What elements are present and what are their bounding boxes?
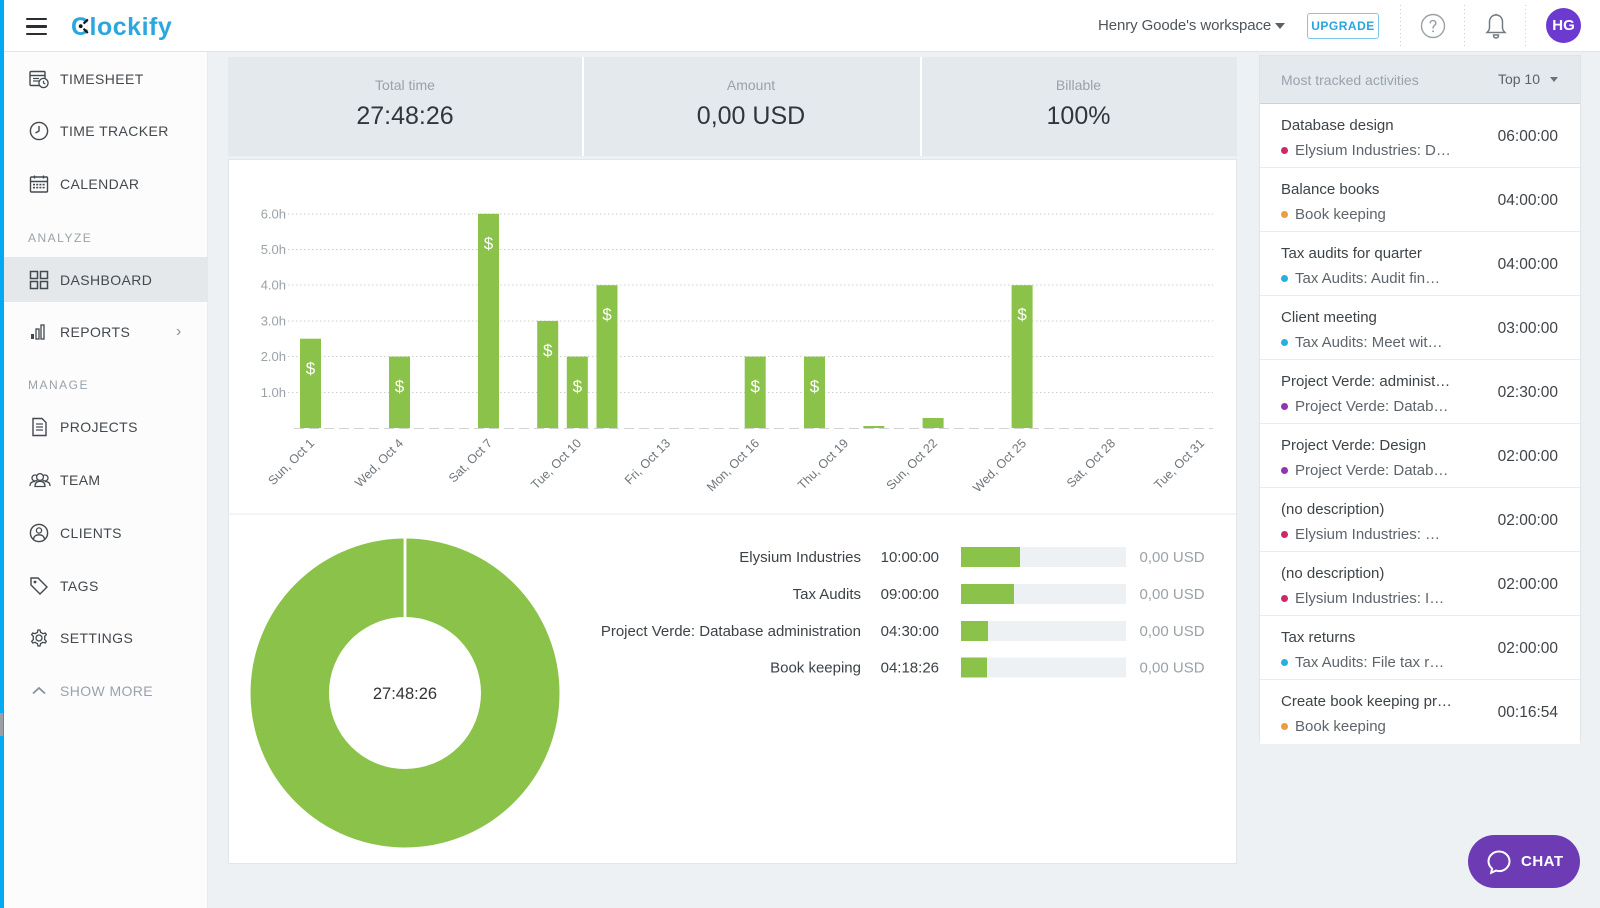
svg-text:27:48:26: 27:48:26: [373, 685, 437, 703]
svg-text:Tax Audits: Tax Audits: [793, 586, 861, 603]
svg-text:Tue, Oct 10: Tue, Oct 10: [528, 436, 584, 492]
svg-text:$: $: [573, 377, 583, 396]
svg-text:0,00 USD: 0,00 USD: [1140, 623, 1205, 640]
svg-text:2.0h: 2.0h: [261, 349, 286, 364]
svg-text:$: $: [395, 377, 405, 396]
svg-text:3.0h: 3.0h: [261, 314, 286, 329]
svg-text:$: $: [810, 377, 820, 396]
svg-text:0,00 USD: 0,00 USD: [1140, 586, 1205, 603]
svg-text:0,00 USD: 0,00 USD: [1140, 549, 1205, 566]
svg-text:10:00:00: 10:00:00: [881, 549, 939, 566]
svg-text:Tue, Oct 31: Tue, Oct 31: [1151, 436, 1207, 492]
svg-text:$: $: [484, 234, 494, 253]
svg-text:04:30:00: 04:30:00: [881, 623, 939, 640]
svg-text:Mon, Oct 16: Mon, Oct 16: [704, 436, 762, 494]
svg-text:Sat, Oct 28: Sat, Oct 28: [1064, 436, 1118, 490]
svg-text:0,00 USD: 0,00 USD: [1140, 660, 1205, 677]
svg-text:09:00:00: 09:00:00: [881, 586, 939, 603]
svg-text:Elysium Industries: Elysium Industries: [739, 549, 861, 566]
svg-text:$: $: [543, 341, 553, 360]
svg-text:$: $: [750, 377, 760, 396]
svg-text:1.0h: 1.0h: [261, 385, 286, 400]
svg-text:Sat, Oct 7: Sat, Oct 7: [446, 436, 495, 485]
svg-text:Sun, Oct 1: Sun, Oct 1: [265, 436, 317, 488]
svg-text:$: $: [306, 359, 316, 378]
svg-text:5.0h: 5.0h: [261, 242, 286, 257]
svg-text:$: $: [1017, 305, 1027, 324]
svg-text:Sun, Oct 22: Sun, Oct 22: [884, 436, 941, 493]
svg-text:6.0h: 6.0h: [261, 207, 286, 222]
svg-text:Wed, Oct 25: Wed, Oct 25: [970, 436, 1029, 495]
svg-text:04:18:26: 04:18:26: [881, 660, 939, 677]
svg-text:$: $: [602, 305, 612, 324]
svg-text:4.0h: 4.0h: [261, 278, 286, 293]
svg-text:Thu, Oct 19: Thu, Oct 19: [795, 436, 851, 492]
svg-text:Book keeping: Book keeping: [770, 660, 861, 677]
svg-text:Project Verde: Database admini: Project Verde: Database administration: [601, 623, 861, 640]
svg-text:Wed, Oct 4: Wed, Oct 4: [352, 436, 406, 490]
svg-text:Fri, Oct 13: Fri, Oct 13: [622, 436, 673, 487]
